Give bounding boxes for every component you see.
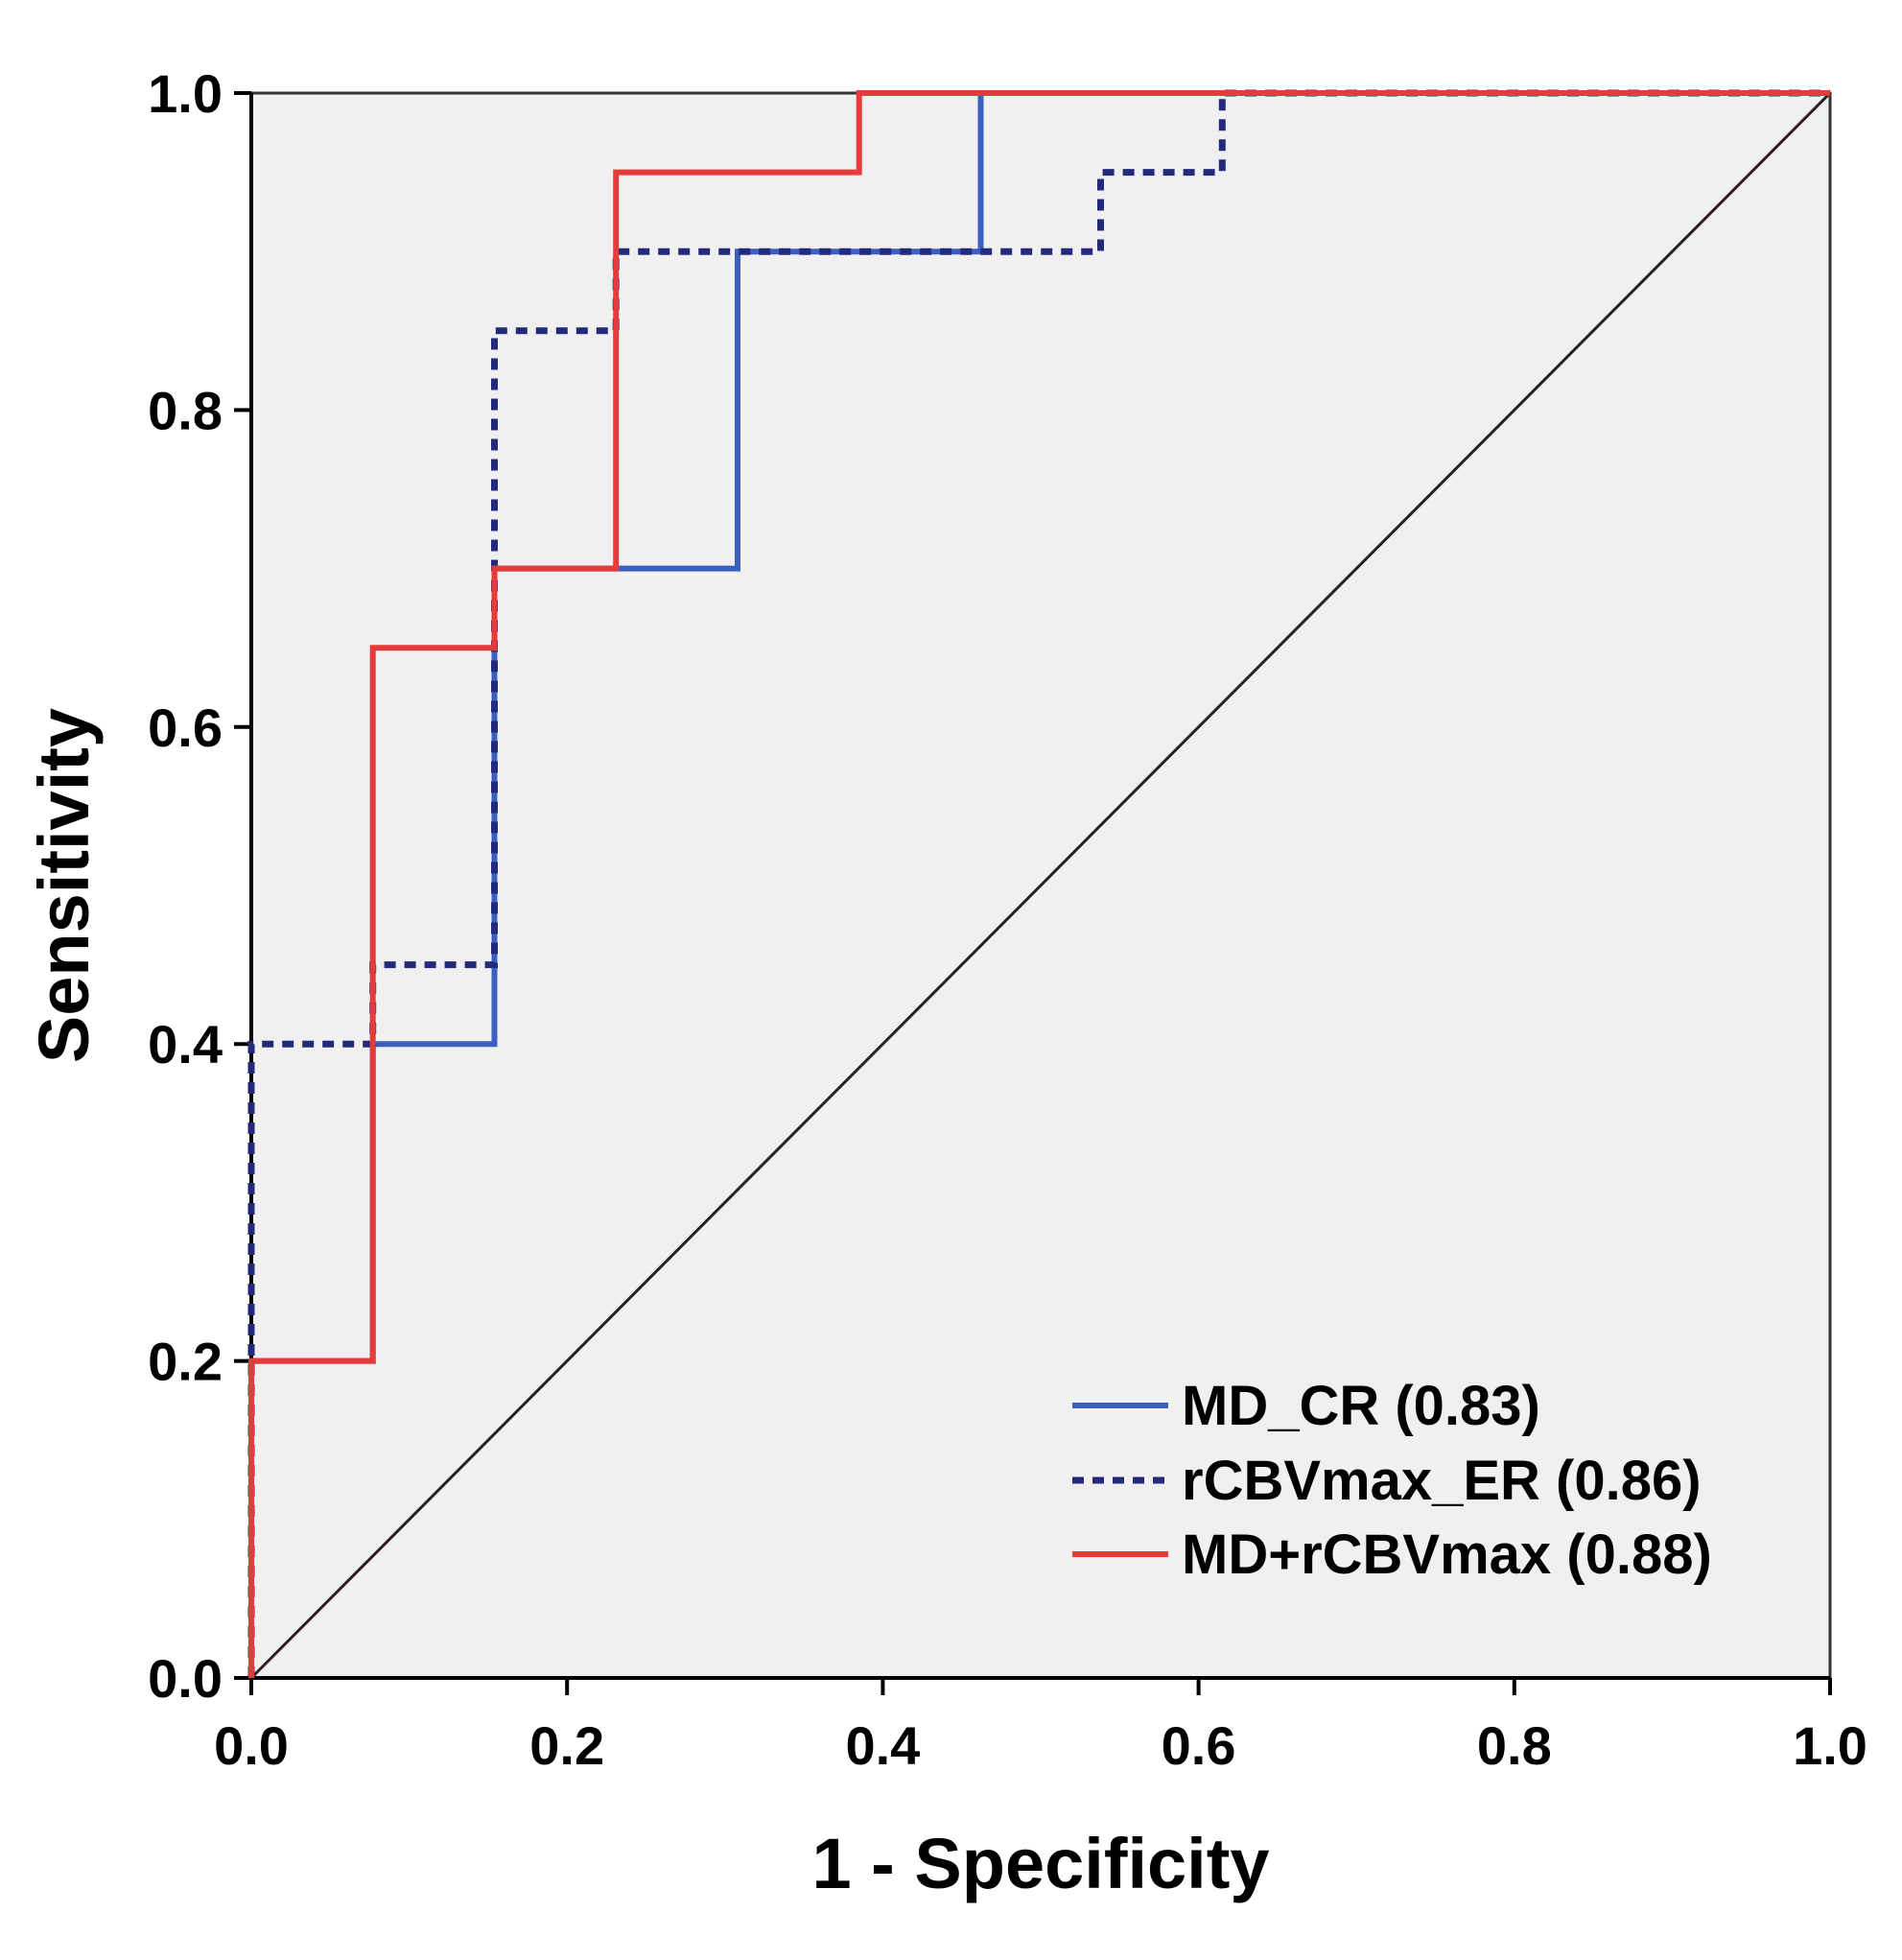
x-tick-label: 0.6 [1162, 1715, 1236, 1776]
legend-label-2: rCBVmax_ER (0.86) [1182, 1450, 1702, 1512]
reference-diagonal-line [249, 91, 1832, 1680]
y-tick-label: 1.0 [148, 63, 223, 124]
series-line-3 [248, 90, 1830, 1678]
legend-label-1: MD_CR (0.83) [1182, 1375, 1540, 1437]
y-tick-label: 0.6 [148, 697, 223, 758]
x-tick-label: 0.0 [214, 1715, 289, 1776]
x-axis-title: 1 - Specificity [811, 1824, 1269, 1903]
x-tick-label: 1.0 [1793, 1715, 1867, 1776]
legend-label-3: MD+rCBVmax (0.88) [1182, 1523, 1712, 1586]
y-tick-label: 0.4 [148, 1014, 223, 1074]
y-tick-label: 0.2 [148, 1332, 223, 1392]
y-tick-label: 0.8 [148, 380, 223, 440]
x-tick-label: 0.8 [1477, 1715, 1552, 1776]
y-axis-title: Sensitivity [24, 708, 104, 1063]
y-tick-label: 0.0 [148, 1648, 223, 1709]
x-tick-label: 0.2 [529, 1715, 604, 1776]
x-tick-label: 0.4 [845, 1715, 920, 1776]
